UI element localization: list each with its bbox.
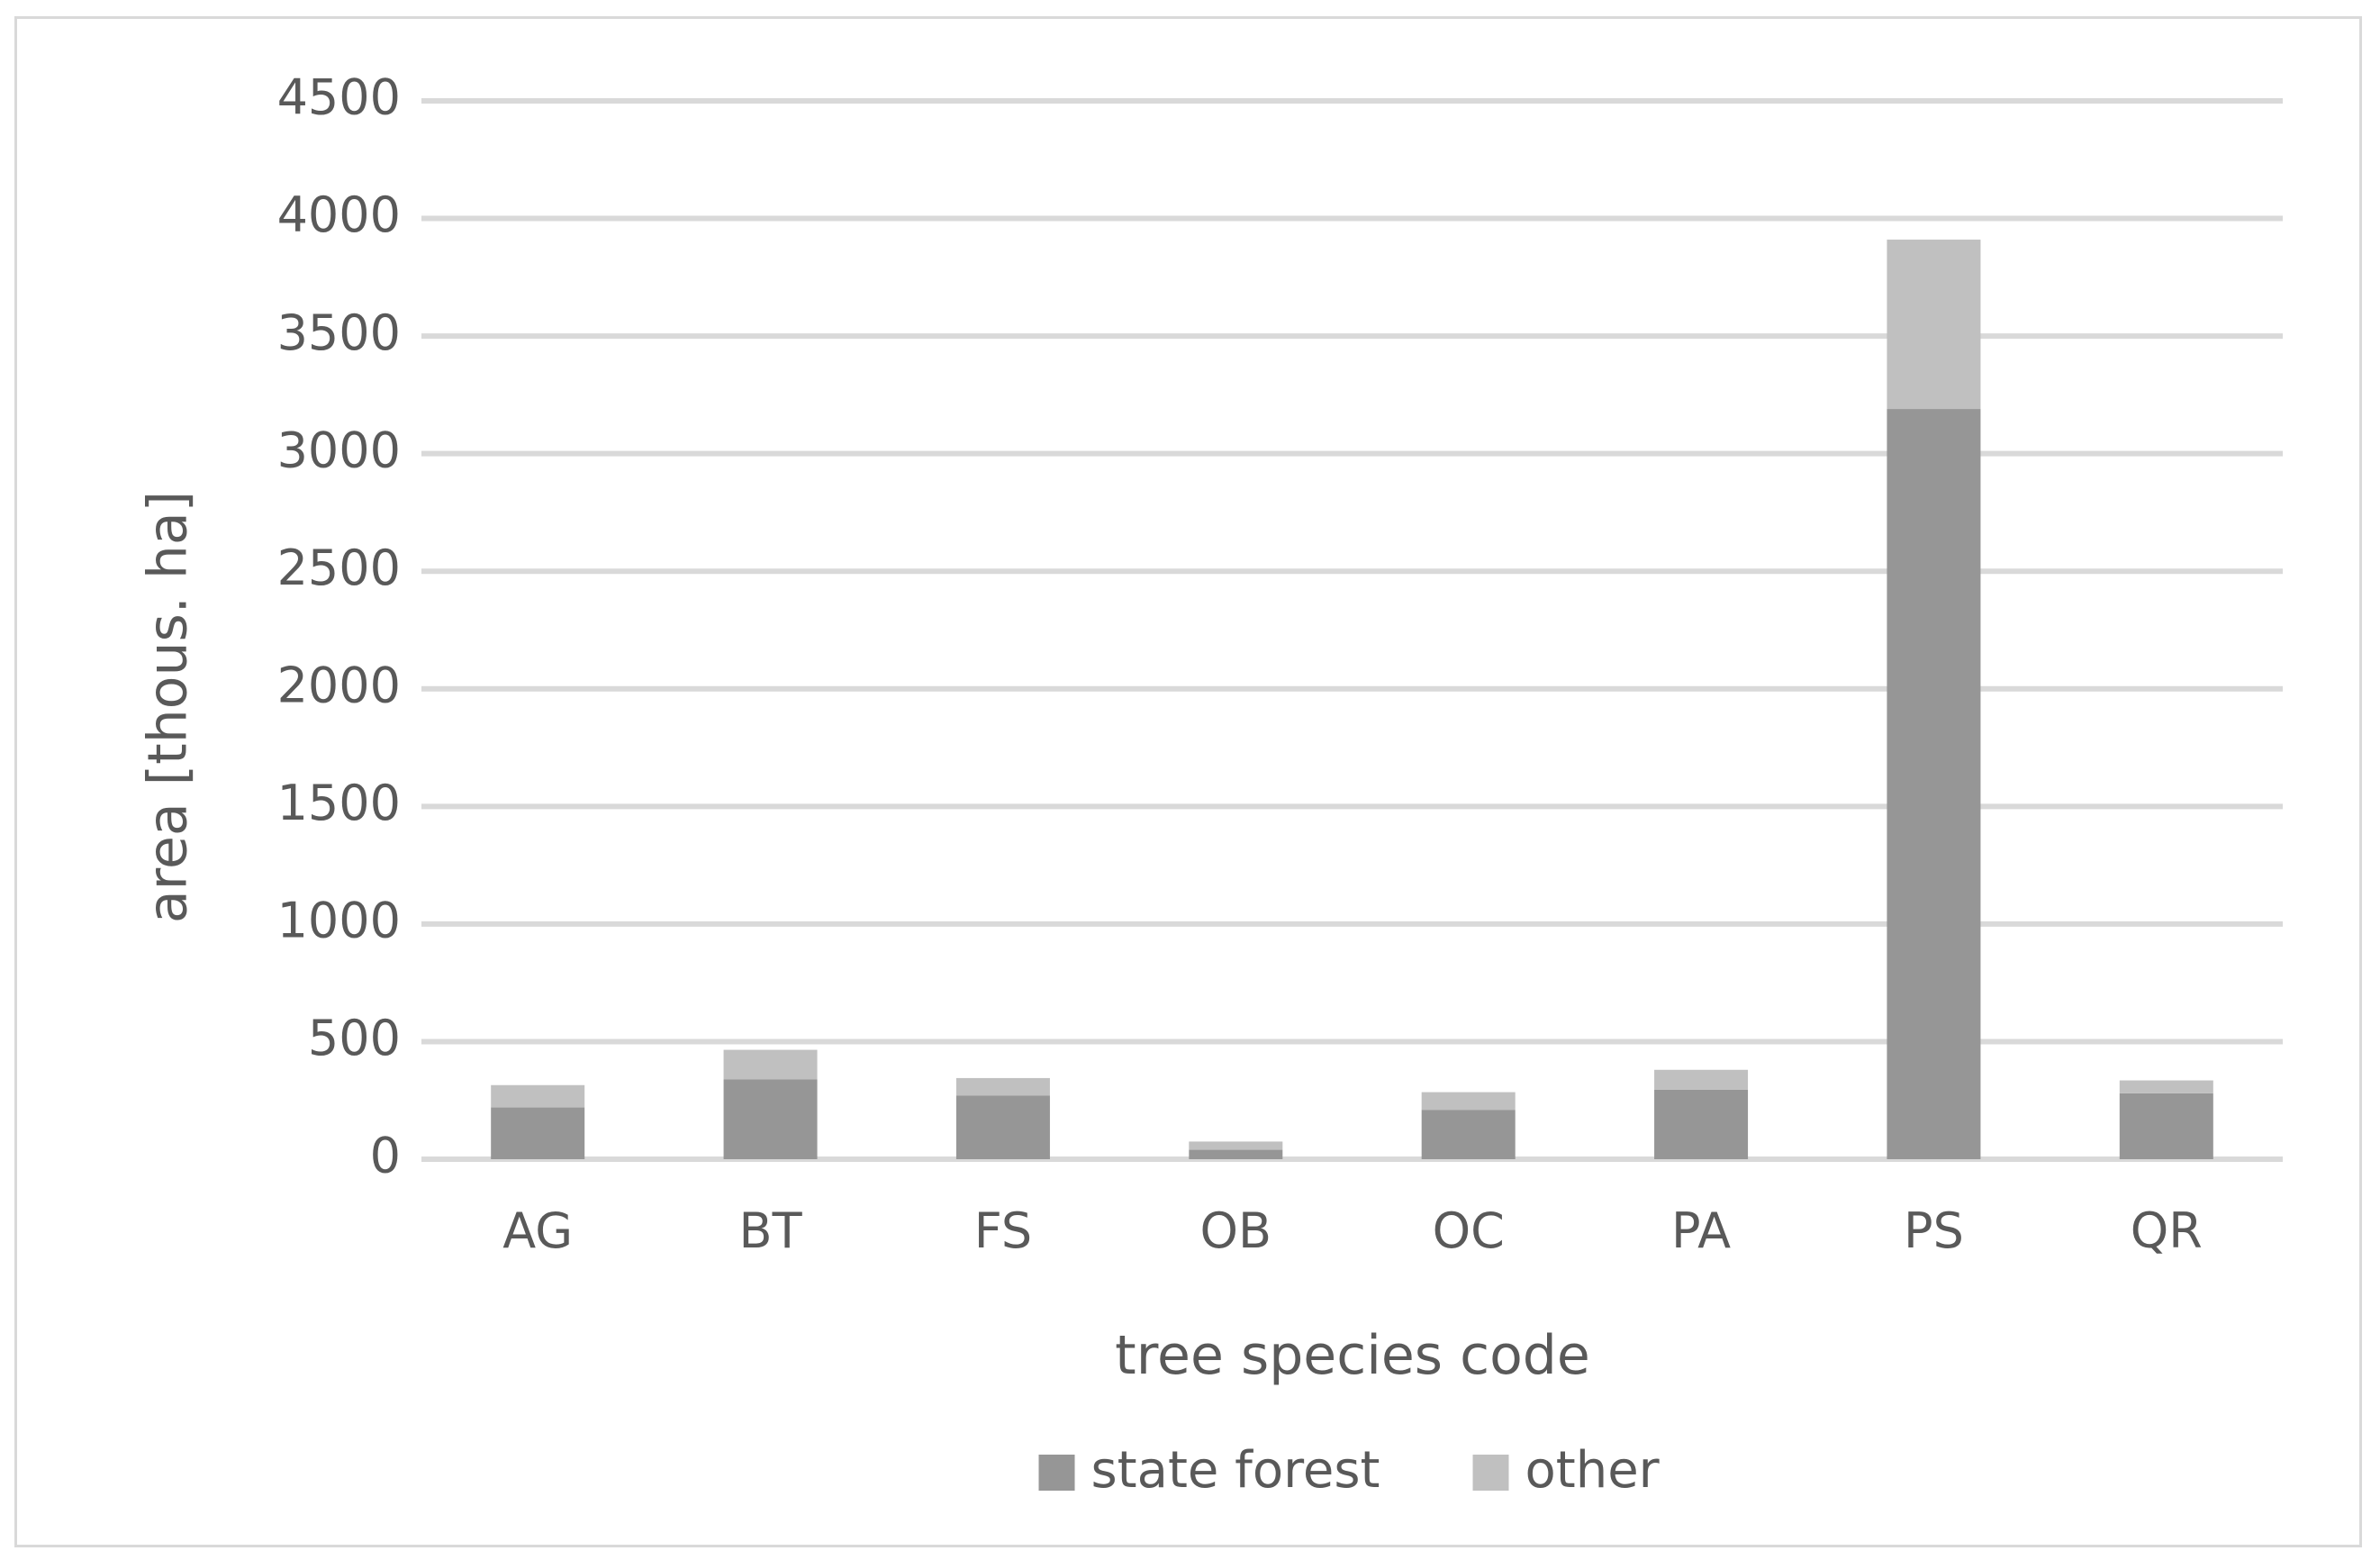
y-tick-label: 3500 <box>277 304 401 361</box>
bar-segment <box>1421 1092 1516 1111</box>
bar-segment <box>723 1079 818 1159</box>
y-tick-label: 2000 <box>277 657 401 713</box>
bar-segment <box>491 1084 585 1108</box>
x-axis-title: tree species code <box>1115 1324 1590 1387</box>
bar-segment <box>955 1077 1050 1096</box>
legend: state forest other <box>1038 1441 1661 1500</box>
bar-segment <box>723 1049 818 1080</box>
bar-segment <box>1189 1149 1283 1159</box>
x-tick-labels: AG BT FS OB OC PA PS QR <box>502 1202 2203 1259</box>
bar-segment <box>955 1095 1050 1159</box>
legend-swatch <box>1472 1455 1509 1491</box>
y-tick-label: 4000 <box>277 186 401 243</box>
bar-segment <box>1887 240 1981 410</box>
bar-segment <box>2119 1080 2213 1093</box>
legend-label: state forest <box>1091 1441 1380 1500</box>
x-tick-label: BT <box>739 1202 803 1259</box>
bars <box>491 240 2213 1159</box>
y-tick-labels: 0 500 1000 1500 2000 2500 3000 3500 4000 4500 <box>277 69 401 1184</box>
y-tick-label: 1000 <box>277 893 401 949</box>
x-tick-label: PS <box>1904 1202 1964 1259</box>
x-tick-label: OB <box>1200 1202 1272 1259</box>
y-tick-label: 0 <box>370 1128 401 1184</box>
bar-segment <box>2119 1093 2213 1159</box>
bar-segment <box>1421 1110 1516 1159</box>
y-axis-title: area [thous. ha] <box>137 491 200 923</box>
y-tick-label: 3000 <box>277 422 401 478</box>
legend-label: other <box>1525 1441 1661 1500</box>
y-tick-label: 500 <box>308 1010 401 1066</box>
bar-segment <box>1654 1089 1749 1159</box>
x-tick-label: OC <box>1433 1202 1505 1259</box>
y-tick-label: 1500 <box>277 775 401 831</box>
gridlines <box>421 98 2283 1162</box>
bar-segment <box>1654 1069 1749 1090</box>
x-tick-label: FS <box>974 1202 1032 1259</box>
legend-swatch <box>1038 1455 1075 1491</box>
bar-segment <box>1887 409 1981 1159</box>
bar-segment <box>491 1107 585 1159</box>
y-tick-label: 2500 <box>277 540 401 596</box>
bar-segment <box>1189 1141 1283 1150</box>
y-tick-label: 4500 <box>277 69 401 126</box>
x-tick-label: AG <box>502 1202 573 1259</box>
x-tick-label: QR <box>2131 1202 2203 1259</box>
x-tick-label: PA <box>1671 1202 1731 1259</box>
